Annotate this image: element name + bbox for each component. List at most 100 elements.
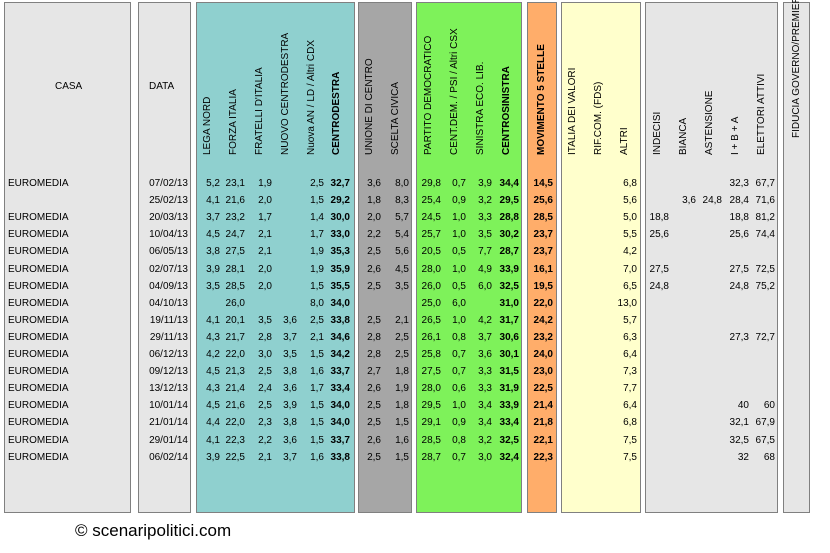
table-cell-m5s: 23,7 — [533, 246, 553, 258]
table-cell-casa: EUROMEDIA — [8, 246, 69, 258]
table-cell-unione-centro: 2,6 — [367, 434, 381, 446]
column-header-fiducia: FIDUCIA GOVERNO/PREMIER — [791, 0, 802, 138]
table-cell-pd: 26,1 — [421, 331, 441, 343]
table-cell-lega-nord: 3,7 — [206, 212, 220, 224]
table-cell-cent-dem: 0,6 — [452, 383, 466, 395]
table-cell-casa: EUROMEDIA — [8, 297, 69, 309]
table-cell-pd: 28,5 — [421, 434, 441, 446]
table-cell-m5s: 22,3 — [533, 451, 553, 463]
table-cell-altri: 5,7 — [623, 314, 637, 326]
table-cell-centrosinistra: 28,8 — [499, 212, 519, 224]
table-cell-elettori-attivi: 72,7 — [755, 331, 775, 343]
table-cell-elettori-attivi: 72,5 — [755, 263, 775, 275]
table-cell-scelta-civica: 5,4 — [395, 229, 409, 241]
table-cell-fratelli-italia: 2,4 — [258, 383, 272, 395]
table-cell-iba: 28,4 — [729, 195, 749, 207]
table-cell-forza-italia: 27,5 — [225, 246, 245, 258]
panel-m5s — [527, 2, 557, 513]
table-cell-m5s: 23,7 — [533, 229, 553, 241]
table-cell-fratelli-italia: 3,0 — [258, 349, 272, 360]
table-cell-nuovo-cdx: 3,6 — [283, 383, 297, 395]
table-cell-iba: 32,5 — [729, 434, 749, 446]
table-cell-data: 04/10/13 — [149, 297, 188, 309]
table-cell-sel: 6,0 — [478, 280, 492, 292]
table-cell-lega-nord: 4,1 — [206, 434, 220, 446]
table-cell-nuova-an: 1,5 — [310, 434, 324, 446]
table-cell-sel: 3,7 — [478, 331, 492, 343]
table-cell-cent-dem: 0,9 — [452, 195, 466, 207]
table-cell-sel: 3,6 — [478, 349, 492, 360]
table-cell-nuova-an: 1,9 — [310, 263, 324, 275]
table-cell-nuova-an: 1,5 — [310, 400, 324, 412]
table-cell-lega-nord: 5,2 — [206, 178, 220, 189]
table-cell-cent-dem: 1,0 — [452, 314, 466, 326]
table-cell-cent-dem: 1,0 — [452, 263, 466, 275]
table-cell-cent-dem: 1,0 — [452, 229, 466, 241]
table-cell-sel: 3,2 — [478, 434, 492, 446]
table-cell-pd: 25,7 — [421, 229, 441, 241]
column-header-unione-centro: UNIONE DI CENTRO — [364, 58, 375, 155]
table-cell-pd: 26,5 — [421, 314, 441, 326]
table-cell-lega-nord: 4,5 — [206, 229, 220, 241]
table-cell-scelta-civica: 1,5 — [395, 417, 409, 429]
table-cell-centrosinistra: 33,9 — [499, 263, 519, 275]
table-cell-nuovo-cdx: 3,7 — [283, 331, 297, 343]
table-cell-centrosinistra: 30,1 — [499, 349, 519, 360]
table-cell-sel: 3,0 — [478, 451, 492, 463]
table-cell-pd: 26,0 — [421, 280, 441, 292]
table-cell-nuova-an: 1,7 — [310, 229, 324, 241]
table-cell-cent-dem: 0,8 — [452, 434, 466, 446]
table-cell-fratelli-italia: 1,9 — [258, 178, 272, 189]
table-cell-iba: 32,3 — [729, 178, 749, 189]
table-cell-cent-dem: 0,5 — [452, 280, 466, 292]
table-cell-cent-dem: 0,7 — [452, 178, 466, 189]
table-cell-cent-dem: 6,0 — [452, 297, 466, 309]
table-cell-forza-italia: 21,7 — [225, 331, 245, 343]
table-cell-data: 13/12/13 — [149, 383, 188, 395]
table-cell-iba: 24,8 — [729, 280, 749, 292]
table-cell-unione-centro: 2,6 — [367, 263, 381, 275]
table-cell-casa: EUROMEDIA — [8, 280, 69, 292]
table-cell-centrodestra: 29,2 — [330, 195, 350, 207]
table-cell-sel: 3,4 — [478, 400, 492, 412]
table-cell-elettori-attivi: 75,2 — [755, 280, 775, 292]
table-cell-iba: 32 — [737, 451, 749, 463]
table-cell-centrodestra: 35,5 — [330, 280, 350, 292]
table-cell-altri: 6,3 — [623, 331, 637, 343]
table-cell-elettori-attivi: 67,5 — [755, 434, 775, 446]
column-header-idv: ITALIA DEI VALORI — [567, 67, 578, 155]
table-cell-nuova-an: 2,5 — [310, 178, 324, 189]
table-cell-iba: 27,3 — [729, 331, 749, 343]
table-cell-unione-centro: 2,5 — [367, 451, 381, 463]
table-cell-m5s: 22,5 — [533, 383, 553, 395]
table-cell-cent-dem: 0,5 — [452, 246, 466, 258]
table-cell-cent-dem: 0,9 — [452, 417, 466, 429]
table-cell-scelta-civica: 3,5 — [395, 280, 409, 292]
table-cell-forza-italia: 23,1 — [225, 178, 245, 189]
table-cell-centrosinistra: 32,5 — [499, 434, 519, 446]
table-cell-nuova-an: 8,0 — [310, 297, 324, 309]
table-cell-scelta-civica: 2,5 — [395, 349, 409, 360]
table-cell-m5s: 24,0 — [533, 349, 553, 360]
table-cell-data: 10/01/14 — [149, 400, 188, 412]
column-header-bianca: BIANCA — [678, 117, 689, 155]
table-cell-fratelli-italia: 2,0 — [258, 195, 272, 207]
table-cell-nuova-an: 2,5 — [310, 314, 324, 326]
table-cell-centrosinistra: 28,7 — [499, 246, 519, 258]
table-cell-scelta-civica: 8,0 — [395, 178, 409, 189]
column-header-fratelli-italia: FRATELLI D'ITALIA — [254, 67, 265, 155]
table-cell-casa: EUROMEDIA — [8, 400, 69, 412]
table-cell-unione-centro: 2,8 — [367, 349, 381, 360]
table-cell-m5s: 22,0 — [533, 297, 553, 309]
table-cell-centrosinistra: 32,5 — [499, 280, 519, 292]
table-cell-altri: 6,8 — [623, 178, 637, 189]
table-cell-nuova-an: 1,7 — [310, 383, 324, 395]
table-cell-data: 21/01/14 — [149, 417, 188, 429]
table-cell-fratelli-italia: 2,2 — [258, 434, 272, 446]
table-cell-casa: EUROMEDIA — [8, 349, 69, 360]
table-cell-centrosinistra: 30,2 — [499, 229, 519, 241]
table-cell-pd: 20,5 — [421, 246, 441, 258]
column-header-centrodestra: CENTRODESTRA — [331, 71, 342, 155]
table-cell-cent-dem: 0,7 — [452, 451, 466, 463]
table-cell-pd: 25,0 — [421, 297, 441, 309]
